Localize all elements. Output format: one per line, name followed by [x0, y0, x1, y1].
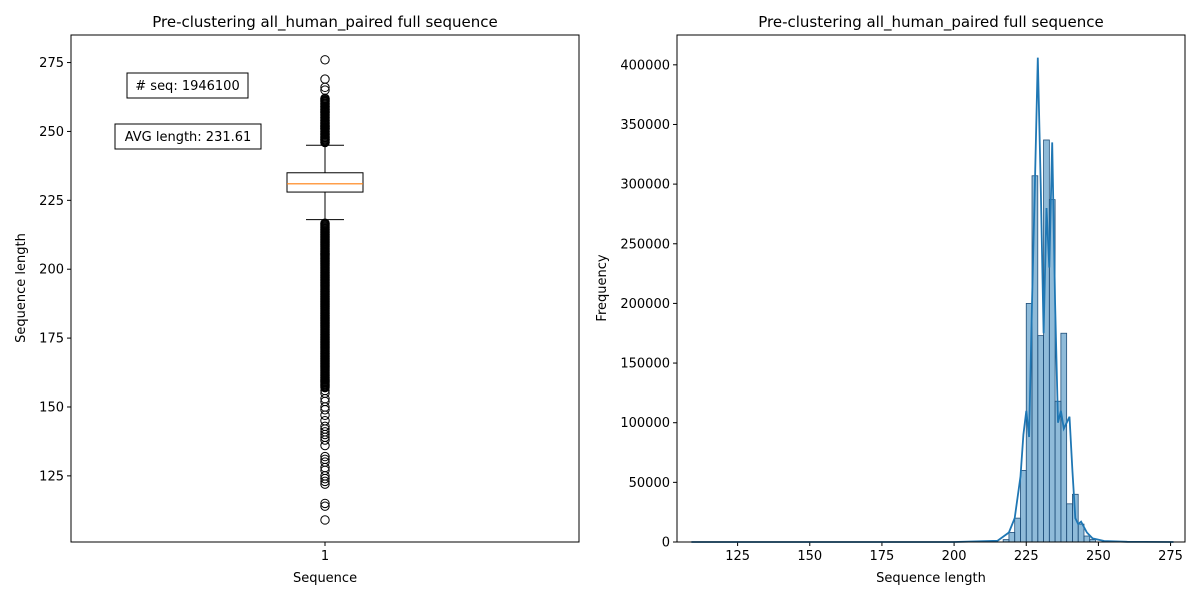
iqr-box — [286, 172, 364, 193]
y-tick-label: 175 — [39, 332, 64, 347]
outlier-point — [320, 501, 330, 511]
outlier-point — [320, 99, 330, 109]
boxplot-ylabel: Sequence length — [14, 233, 29, 343]
histogram-bar — [1014, 517, 1021, 543]
outlier-point — [320, 410, 330, 420]
annotation-seq-count: # seq: 1946100 — [126, 72, 249, 99]
annotation-box — [114, 123, 262, 150]
outlier-point — [320, 440, 330, 451]
outlier-point — [320, 476, 330, 487]
histogram-xlabel: Sequence length — [876, 571, 986, 586]
x-tick-label: 1 — [321, 549, 329, 564]
histogram-plot-area: 0 50000 100000 150000 200000 250000 300000 3500… — [620, 57, 1183, 564]
outlier-point — [320, 435, 330, 445]
y-tick-label: 0 — [662, 536, 670, 551]
histogram-bar — [1037, 335, 1044, 543]
x-tick-label: 225 — [1014, 549, 1039, 564]
y-tick-label: 200 — [39, 263, 64, 278]
histogram-panel: Pre-clustering all_human_paired full seq… — [595, 13, 1186, 586]
x-tick-label: 275 — [1158, 549, 1183, 564]
x-tick-label: 250 — [1086, 549, 1111, 564]
outlier-point — [320, 498, 330, 509]
outlier-point — [320, 405, 330, 415]
boxplot-panel: Pre-clustering all_human_paired full seq… — [14, 13, 580, 586]
y-tick-label: 50000 — [629, 476, 670, 491]
outlier-point — [320, 515, 330, 525]
outlier-point — [320, 479, 330, 489]
outlier-point — [320, 96, 330, 106]
histogram-bar — [1083, 535, 1091, 543]
y-tick-label: 200000 — [620, 297, 670, 312]
boxplot-title: Pre-clustering all_human_paired full seq… — [152, 13, 498, 32]
y-tick-label: 250000 — [620, 237, 670, 252]
y-tick-label: 300000 — [620, 178, 670, 193]
outlier-point — [320, 74, 330, 84]
annotation-text: # seq: 1946100 — [135, 79, 239, 94]
y-tick-label: 100000 — [620, 416, 670, 431]
histogram-bar — [1043, 139, 1050, 543]
y-tick-label: 150 — [39, 400, 64, 415]
histogram-bar — [1060, 332, 1068, 543]
outlier-point — [320, 55, 330, 65]
histogram-bar — [1020, 470, 1027, 543]
y-tick-label: 150000 — [620, 357, 670, 372]
annotation-avg-length: AVG length: 231.61 — [114, 123, 262, 150]
x-tick-label: 200 — [942, 549, 967, 564]
x-tick-label: 175 — [870, 549, 895, 564]
boxplot-plot-area: 125 150 175 200 225 250 275 1 — [39, 55, 364, 564]
histogram-bar — [1066, 503, 1073, 543]
outlier-point — [320, 473, 330, 484]
boxplot-xlabel: Sequence — [293, 571, 357, 586]
annotation-text: AVG length: 231.61 — [125, 130, 252, 145]
y-tick-label: 275 — [39, 56, 64, 71]
histogram-axes-frame — [676, 34, 1186, 543]
y-tick-label: 400000 — [620, 58, 670, 73]
outlier-point — [320, 218, 330, 228]
annotation-box — [126, 72, 249, 99]
histogram-title: Pre-clustering all_human_paired full seq… — [758, 13, 1104, 32]
kde-line — [691, 57, 1174, 543]
histogram-bar — [1008, 532, 1016, 543]
y-tick-label: 350000 — [620, 118, 670, 133]
y-tick-label: 250 — [39, 125, 64, 140]
outlier-point — [320, 85, 330, 95]
outlier-point — [320, 429, 330, 440]
y-tick-label: 125 — [39, 469, 64, 484]
histogram-ylabel: Frequency — [595, 254, 610, 321]
outlier-point — [320, 451, 330, 462]
x-tick-label: 150 — [797, 549, 822, 564]
x-tick-label: 125 — [725, 549, 750, 564]
y-tick-label: 225 — [39, 194, 64, 209]
boxplot-axes-frame — [70, 34, 580, 543]
